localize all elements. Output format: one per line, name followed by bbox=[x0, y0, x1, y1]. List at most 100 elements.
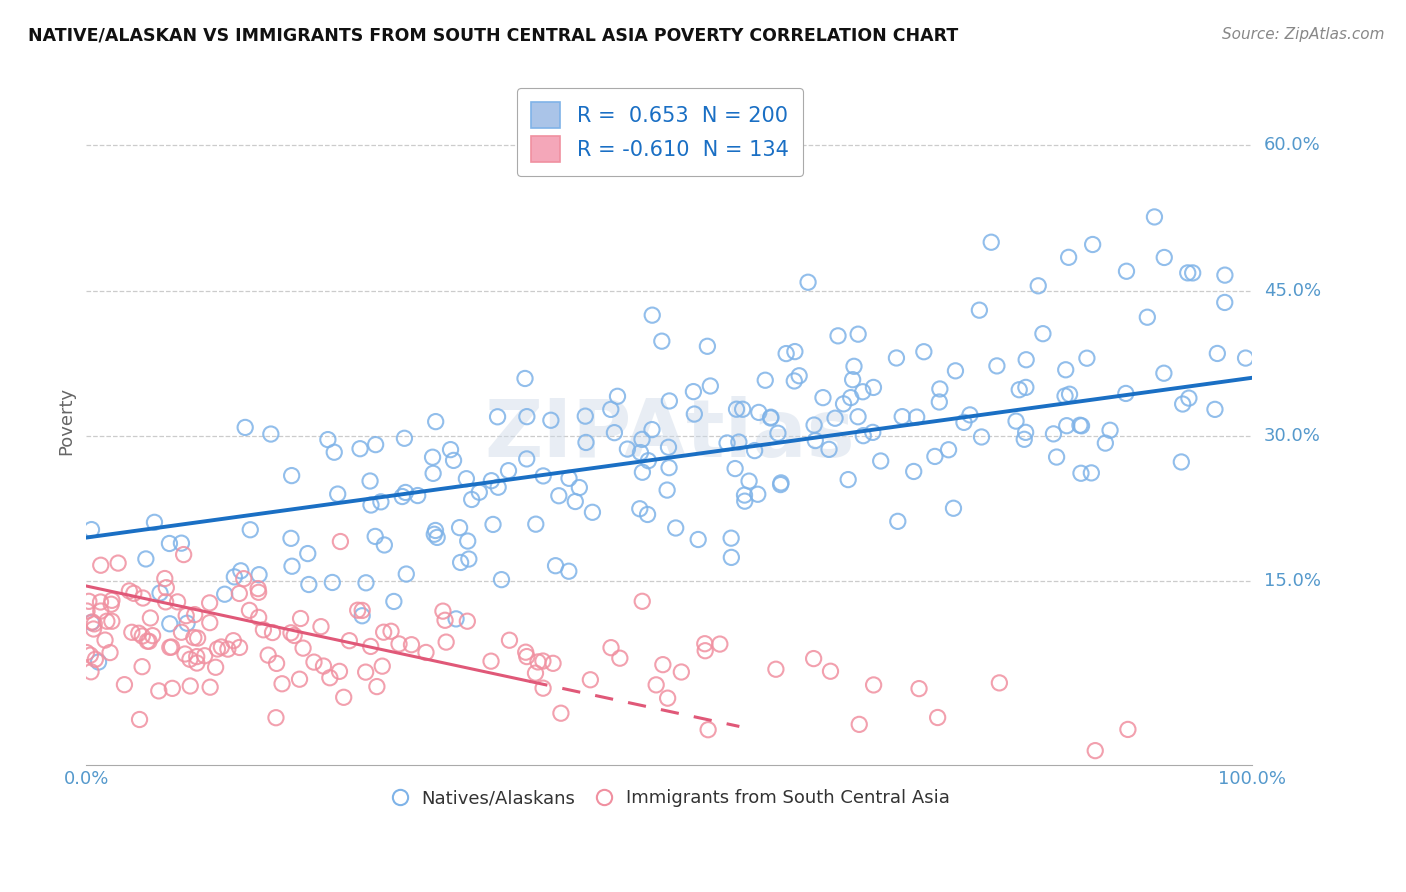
Point bbox=[170, 625, 193, 640]
Point bbox=[1080, 466, 1102, 480]
Point bbox=[581, 505, 603, 519]
Point bbox=[697, 723, 720, 737]
Point bbox=[550, 706, 572, 721]
Point bbox=[198, 680, 221, 694]
Point bbox=[84, 652, 107, 666]
Point bbox=[101, 614, 124, 628]
Point bbox=[159, 536, 181, 550]
Point bbox=[820, 665, 842, 679]
Point bbox=[323, 445, 346, 459]
Point bbox=[482, 517, 505, 532]
Text: ZIPAtlas: ZIPAtlas bbox=[484, 396, 855, 474]
Point bbox=[1213, 295, 1236, 310]
Point bbox=[887, 514, 910, 528]
Point bbox=[1053, 389, 1076, 403]
Text: 45.0%: 45.0% bbox=[1264, 282, 1320, 300]
Point bbox=[558, 564, 581, 578]
Point bbox=[1042, 426, 1064, 441]
Point bbox=[1026, 278, 1049, 293]
Point bbox=[1070, 467, 1092, 481]
Text: 15.0%: 15.0% bbox=[1264, 572, 1320, 591]
Point bbox=[747, 487, 769, 501]
Point bbox=[862, 425, 884, 440]
Legend: Natives/Alaskans, Immigrants from South Central Asia: Natives/Alaskans, Immigrants from South … bbox=[382, 782, 957, 814]
Point bbox=[423, 527, 446, 541]
Point bbox=[456, 614, 478, 628]
Point bbox=[803, 418, 825, 433]
Point bbox=[486, 480, 509, 494]
Point bbox=[80, 523, 103, 537]
Point bbox=[159, 616, 181, 631]
Point bbox=[869, 454, 891, 468]
Point bbox=[266, 657, 288, 671]
Point bbox=[683, 407, 706, 421]
Point bbox=[370, 495, 392, 509]
Point bbox=[862, 380, 884, 394]
Point bbox=[316, 433, 339, 447]
Point bbox=[136, 634, 159, 648]
Point bbox=[541, 657, 564, 671]
Point bbox=[724, 461, 747, 475]
Point bbox=[527, 655, 550, 669]
Point bbox=[160, 640, 183, 654]
Point bbox=[204, 660, 226, 674]
Point bbox=[415, 645, 437, 659]
Point bbox=[443, 453, 465, 467]
Point bbox=[232, 572, 254, 586]
Point bbox=[540, 413, 562, 427]
Point bbox=[600, 640, 623, 655]
Point bbox=[337, 633, 360, 648]
Point bbox=[498, 633, 520, 648]
Point bbox=[837, 473, 859, 487]
Point bbox=[645, 678, 668, 692]
Point bbox=[148, 684, 170, 698]
Point bbox=[352, 603, 374, 617]
Point bbox=[637, 508, 659, 522]
Point bbox=[366, 680, 388, 694]
Point bbox=[765, 662, 787, 676]
Point bbox=[1178, 391, 1201, 405]
Point bbox=[460, 492, 482, 507]
Point bbox=[264, 711, 287, 725]
Point bbox=[903, 465, 925, 479]
Point bbox=[716, 436, 738, 450]
Point bbox=[395, 567, 418, 582]
Point bbox=[630, 445, 652, 459]
Point bbox=[233, 420, 256, 434]
Point bbox=[658, 394, 681, 409]
Point bbox=[456, 472, 478, 486]
Point bbox=[811, 391, 834, 405]
Point bbox=[1076, 351, 1098, 366]
Point bbox=[481, 474, 503, 488]
Point bbox=[83, 616, 105, 631]
Point bbox=[354, 575, 377, 590]
Point bbox=[139, 611, 162, 625]
Point bbox=[1084, 744, 1107, 758]
Point bbox=[912, 344, 935, 359]
Point bbox=[988, 676, 1011, 690]
Point bbox=[394, 485, 416, 500]
Point bbox=[682, 384, 704, 399]
Point bbox=[96, 614, 118, 628]
Point bbox=[579, 673, 602, 687]
Point bbox=[224, 570, 246, 584]
Point bbox=[122, 586, 145, 600]
Point bbox=[1213, 268, 1236, 282]
Point bbox=[252, 623, 274, 637]
Point bbox=[1204, 402, 1226, 417]
Point bbox=[709, 637, 731, 651]
Point bbox=[82, 615, 104, 629]
Point bbox=[401, 638, 423, 652]
Point bbox=[905, 410, 928, 425]
Point bbox=[426, 530, 449, 544]
Point bbox=[371, 659, 394, 673]
Point bbox=[738, 474, 761, 488]
Point bbox=[803, 651, 825, 665]
Point bbox=[457, 534, 479, 549]
Point bbox=[759, 411, 782, 425]
Point bbox=[76, 604, 98, 618]
Point bbox=[131, 659, 153, 673]
Point bbox=[1115, 386, 1137, 401]
Point bbox=[406, 489, 429, 503]
Point bbox=[422, 467, 444, 481]
